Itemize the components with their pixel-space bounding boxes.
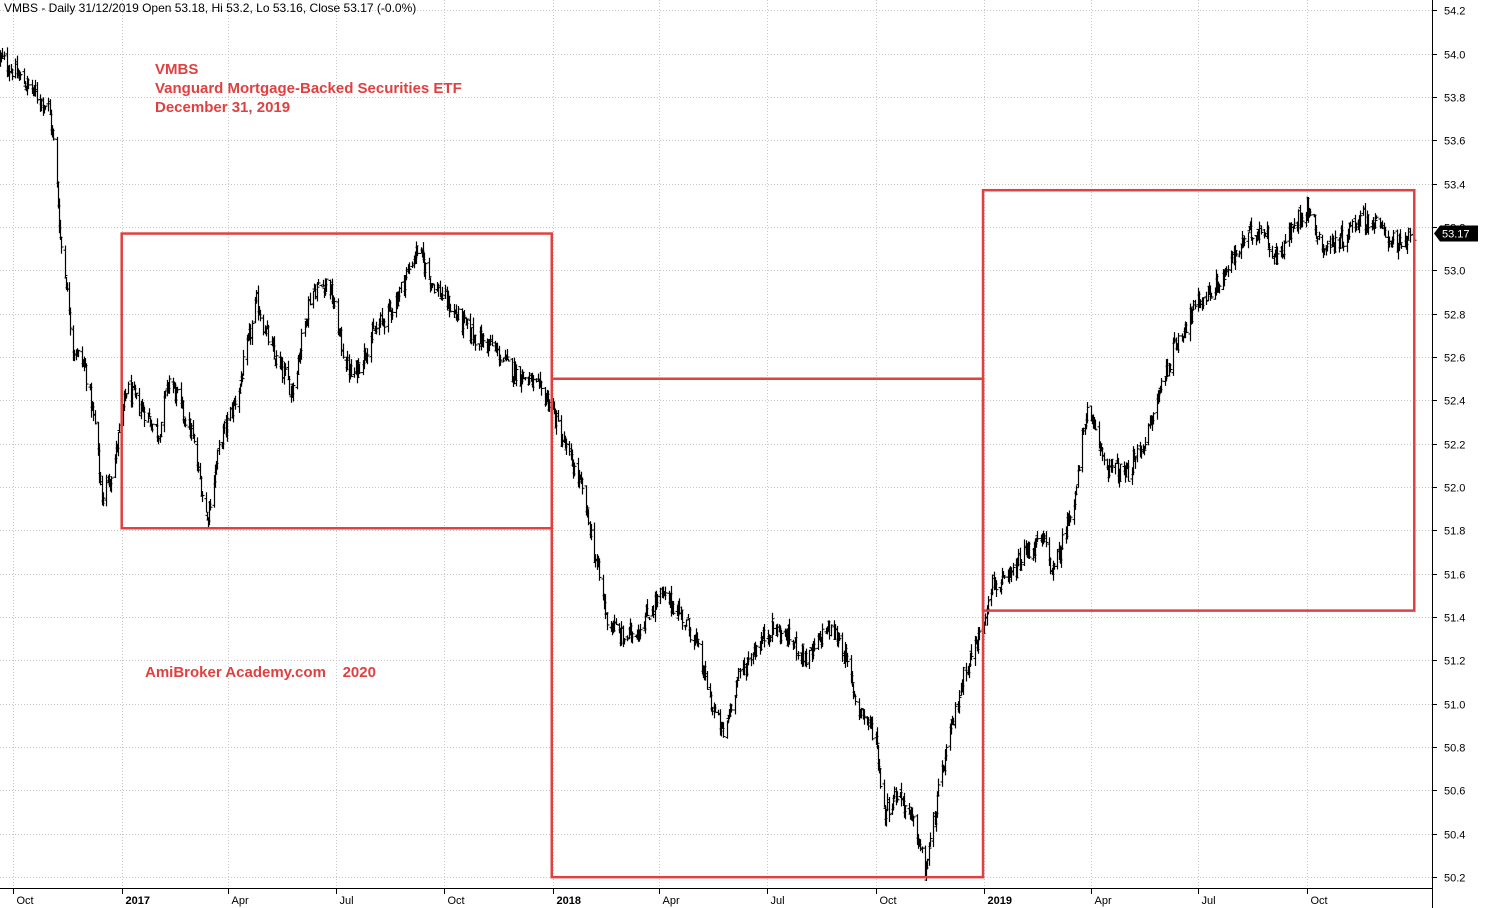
- y-tick-label: 53.8: [1444, 93, 1465, 105]
- x-tick-label: Oct: [880, 895, 897, 907]
- x-tick-label: Apr: [663, 895, 680, 907]
- range-box: [120, 232, 554, 530]
- x-tick-label: Oct: [448, 895, 465, 907]
- y-tick-label: 53.4: [1444, 180, 1465, 192]
- y-tick-label: 52.0: [1444, 483, 1465, 495]
- chart-info-header: VMBS - Daily 31/12/2019 Open 53.18, Hi 5…: [4, 1, 416, 15]
- y-axis-ticks: 54.254.053.853.653.453.253.052.852.652.4…: [1432, 6, 1465, 885]
- y-tick-label: 51.8: [1444, 526, 1465, 538]
- y-tick-label: 53.6: [1444, 136, 1465, 148]
- y-tick-label: 53.0: [1444, 266, 1465, 278]
- y-tick-label: 54.0: [1444, 50, 1465, 62]
- y-tick-label: 52.4: [1444, 396, 1465, 408]
- last-price-label: 53.17: [1442, 229, 1470, 241]
- x-tick-label: Jul: [1202, 895, 1216, 907]
- y-tick-label: 54.2: [1444, 6, 1465, 18]
- annotation-date: December 31, 2019: [155, 99, 290, 116]
- y-tick-label: 51.4: [1444, 613, 1465, 625]
- range-boxes: [120, 188, 1416, 879]
- x-tick-label: 2017: [126, 895, 150, 907]
- x-tick-label: Oct: [1311, 895, 1328, 907]
- x-tick-label: Oct: [17, 895, 34, 907]
- x-tick-label: 2018: [557, 895, 581, 907]
- x-tick-label: Jul: [771, 895, 785, 907]
- y-tick-label: 51.6: [1444, 570, 1465, 582]
- range-box: [981, 188, 1416, 612]
- x-tick-label: Apr: [232, 895, 249, 907]
- y-tick-label: 50.2: [1444, 873, 1465, 885]
- range-box: [550, 377, 985, 879]
- y-tick-label: 52.6: [1444, 353, 1465, 365]
- annotation-name: Vanguard Mortgage-Backed Securities ETF: [155, 80, 462, 97]
- y-tick-label: 50.4: [1444, 830, 1465, 842]
- last-price-badge: [1434, 225, 1478, 242]
- annotation-watermark: AmiBroker Academy.com 2020: [145, 664, 376, 681]
- x-tick-label: Apr: [1095, 895, 1112, 907]
- y-tick-label: 51.2: [1444, 656, 1465, 668]
- y-tick-label: 52.2: [1444, 440, 1465, 452]
- x-tick-label: Jul: [340, 895, 354, 907]
- y-tick-label: 51.0: [1444, 700, 1465, 712]
- last-price-marker: 53.17: [1434, 225, 1478, 242]
- ohlc-bars: [0, 47, 1417, 881]
- annotation-symbol: VMBS: [155, 61, 198, 78]
- y-tick-label: 52.8: [1444, 310, 1465, 322]
- grid-lines: [0, 0, 1432, 888]
- y-tick-label: 50.8: [1444, 743, 1465, 755]
- x-axis-ticks: Oct 2017 Apr Jul Oct 2018 Apr Jul Oct 2019 Apr Jul O…: [13, 888, 1328, 907]
- x-tick-label: 2019: [988, 895, 1012, 907]
- y-tick-label: 50.6: [1444, 786, 1465, 798]
